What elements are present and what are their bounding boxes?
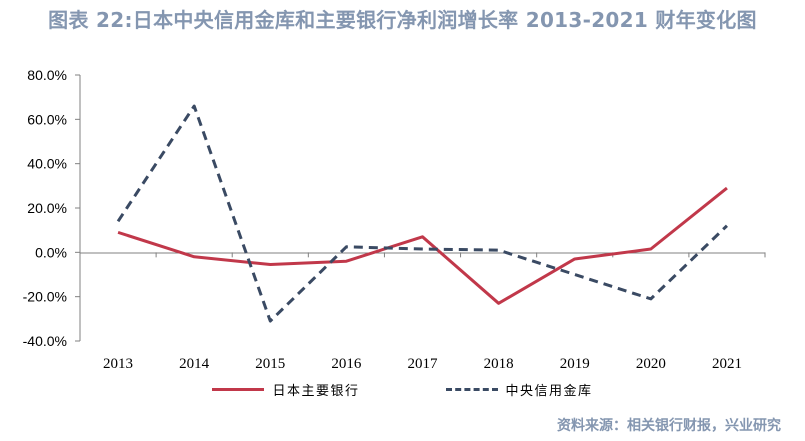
- legend: 日本主要银行 中央信用金库: [0, 380, 805, 399]
- y-tick-label: -40.0%: [23, 333, 67, 349]
- source-note: 资料来源：相关银行财报，兴业研究: [557, 418, 781, 434]
- chart-title: 图表 22:日本中央信用金库和主要银行净利润增长率 2013-2021 财年变化…: [48, 8, 757, 32]
- y-tick-label: 20.0%: [27, 200, 67, 216]
- legend-label-shinkin: 中央信用金库: [505, 384, 593, 399]
- y-tick-label: 60.0%: [27, 111, 67, 127]
- x-tick-label: 2015: [255, 356, 285, 372]
- x-tick-label: 2017: [408, 356, 439, 372]
- legend-swatch-main-banks: [212, 388, 265, 391]
- y-tick-label: 80.0%: [27, 67, 67, 83]
- legend-item-main-banks: 日本主要银行: [212, 380, 359, 399]
- legend-swatch-shinkin: [445, 388, 498, 391]
- series-group: [116, 104, 728, 323]
- x-tick-label: 2019: [560, 356, 590, 372]
- x-tick-label: 2021: [712, 356, 742, 372]
- legend-item-shinkin: 中央信用金库: [445, 380, 593, 399]
- y-tick-label: -20.0%: [23, 289, 67, 305]
- y-tick-group: 80.0% 60.0% 40.0% 20.0% 0.0% -20.0% -40.0%: [23, 67, 80, 349]
- x-tick-group: 2013 2014 2015 2016 2017 2018 2019 2020 2021: [79, 252, 766, 372]
- legend-label-main-banks: 日本主要银行: [272, 384, 360, 399]
- x-tick-label: 2016: [331, 356, 362, 372]
- x-tick-label: 2018: [484, 356, 514, 372]
- y-tick-label: 40.0%: [27, 156, 67, 172]
- y-tick-label: 0.0%: [35, 244, 67, 260]
- x-tick-label: 2013: [103, 356, 133, 372]
- series-line-shinkin: [116, 104, 728, 323]
- x-tick-label: 2020: [636, 356, 666, 372]
- series-line-main-banks: [117, 186, 728, 305]
- x-tick-label: 2014: [179, 356, 210, 372]
